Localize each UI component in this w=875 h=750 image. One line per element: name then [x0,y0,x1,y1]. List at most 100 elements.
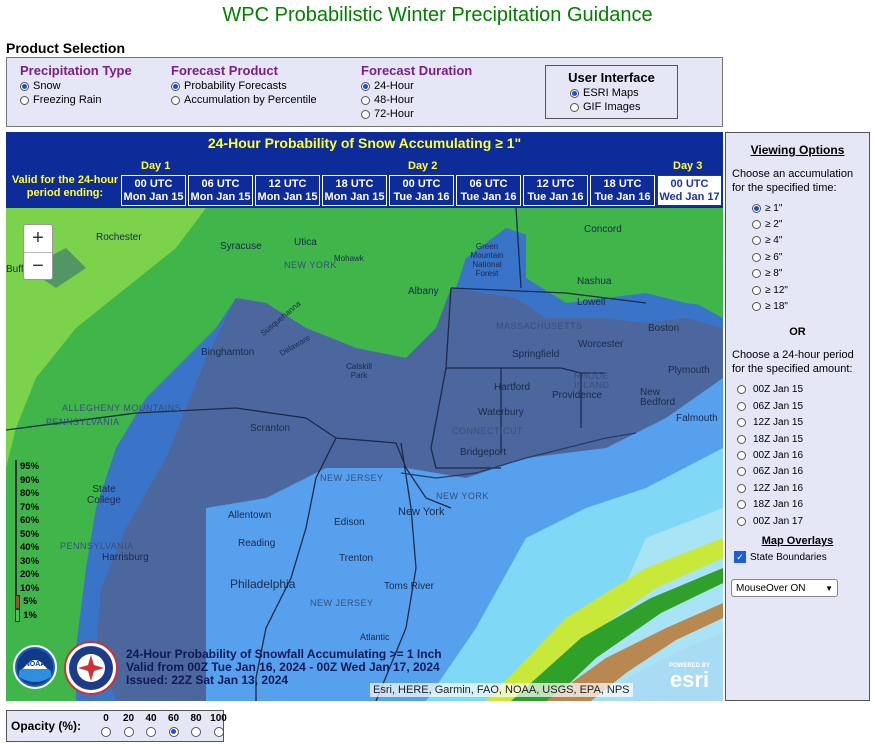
radio-icon[interactable] [752,236,761,246]
radio-selected-icon[interactable] [168,727,179,737]
accum-option[interactable]: ≥ 2" [752,216,869,232]
period-button[interactable]: 06 UTC Tue Jan 16 [456,175,521,206]
zoom-out-button[interactable]: − [32,255,44,277]
radio-icon[interactable] [737,418,746,428]
accum-option[interactable]: ≥ 6" [752,249,869,265]
period-time: 06 UTC [201,178,240,190]
period-option[interactable]: 18Z Jan 15 [737,431,869,447]
period-option[interactable]: 00Z Jan 15 [737,382,869,398]
precip-type-snow[interactable]: Snow [20,78,132,94]
radio-icon[interactable] [737,483,746,493]
radio-icon[interactable] [737,516,746,526]
legend-swatch [15,608,21,622]
ny-ct-ma-border [430,287,501,469]
map-label-new-york-city: New York [398,506,445,518]
forecast-product-percentile[interactable]: Accumulation by Percentile [171,92,317,108]
radio-icon[interactable] [737,434,746,444]
period-option[interactable]: 06Z Jan 16 [737,464,869,480]
radio-icon[interactable] [752,285,761,295]
radio-icon[interactable] [737,500,746,510]
precip-type-freezing-rain[interactable]: Freezing Rain [20,92,132,108]
legend-label: 20% [20,569,40,581]
legend-label: 1% [23,609,37,621]
legend-row: 70% [15,500,39,514]
period-button[interactable]: 18 UTC Tue Jan 16 [590,175,655,206]
radio-selected-icon[interactable] [171,81,180,91]
duration-48-hour[interactable]: 48-Hour [361,92,472,108]
radio-icon[interactable] [171,95,180,105]
map-label-mohawk: Mohawk [334,254,364,263]
info-line-2: Valid from 00Z Tue Jan 16, 2024 - 00Z We… [126,660,440,674]
radio-icon[interactable] [20,95,29,105]
opacity-option[interactable]: 100 [208,713,230,742]
radio-icon[interactable] [737,385,746,395]
radio-icon[interactable] [752,269,761,279]
accum-option[interactable]: ≥ 18" [752,298,869,314]
period-option[interactable]: 18Z Jan 16 [737,496,869,512]
radio-icon[interactable] [752,252,761,262]
accum-option[interactable]: ≥ 8" [752,266,869,282]
period-button[interactable]: 00 UTC Tue Jan 16 [389,175,454,206]
radio-icon[interactable] [361,109,370,119]
ma-nh-border [450,287,647,304]
period-option[interactable]: 12Z Jan 16 [737,480,869,496]
prob-5-band [546,603,723,701]
period-button[interactable]: 06 UTC Mon Jan 15 [188,175,253,206]
opacity-option[interactable]: 40 [140,713,162,742]
precip-type-group: Precipitation Type Snow Freezing Rain [20,63,132,108]
chevron-down-icon: ▼ [825,583,833,593]
radio-selected-icon[interactable] [570,88,579,98]
period-option[interactable]: 12Z Jan 15 [737,415,869,431]
period-button[interactable]: 00 UTC Mon Jan 15 [121,175,186,206]
period-option[interactable]: 00Z Jan 16 [737,447,869,463]
radio-icon[interactable] [123,727,134,737]
accum-option[interactable]: ≥ 1" [752,200,869,216]
period-option[interactable]: 00Z Jan 17 [737,513,869,529]
opacity-option[interactable]: 80 [185,713,207,742]
opacity-option[interactable]: 0 [95,713,117,742]
map-label-new-bedford: New Bedford [640,387,676,408]
radio-selected-icon[interactable] [361,81,370,91]
mouseover-select[interactable]: MouseOver ON ▼ [731,579,838,598]
period-time: 18 UTC [603,178,642,190]
map-label-nashua: Nashua [577,276,612,287]
radio-icon[interactable] [752,220,761,230]
radio-icon[interactable] [737,467,746,477]
duration-24-hour[interactable]: 24-Hour [361,78,472,94]
radio-icon[interactable] [361,95,370,105]
map-view[interactable]: Rochester Buff Syracuse Utica NEW YORK M… [6,208,723,701]
radio-icon[interactable] [213,727,224,737]
opacity-option[interactable]: 20 [118,713,140,742]
period-button[interactable]: 12 UTC Mon Jan 15 [255,175,320,206]
radio-icon[interactable] [570,102,579,112]
radio-icon[interactable] [737,450,746,460]
period-option[interactable]: 06Z Jan 15 [737,398,869,414]
ui-esri-maps[interactable]: ESRI Maps [570,85,677,101]
duration-72-hour[interactable]: 72-Hour [361,106,472,122]
map-label-concord: Concord [584,224,622,235]
zoom-in-button[interactable]: + [24,225,52,253]
legend-swatch [15,487,17,501]
period-date: Mon Jan 15 [324,191,385,203]
radio-icon[interactable] [752,302,761,312]
radio-icon[interactable] [101,727,111,737]
checkbox-checked-icon[interactable]: ✓ [734,551,746,564]
state-boundaries-toggle[interactable]: ✓ State Boundaries [734,551,869,564]
radio-icon[interactable] [191,727,201,737]
accum-option[interactable]: ≥ 12" [752,282,869,298]
radio-icon[interactable] [146,727,156,737]
radio-icon[interactable] [737,401,746,411]
opacity-option[interactable]: 60 [163,713,185,742]
option-label: Probability Forecasts [184,80,287,92]
period-time: 00 UTC [670,178,709,190]
ui-gif-images[interactable]: GIF Images [570,99,677,115]
radio-selected-icon[interactable] [752,203,761,213]
radio-selected-icon[interactable] [20,81,29,91]
period-button[interactable]: 18 UTC Mon Jan 15 [322,175,387,206]
forecast-product-probability[interactable]: Probability Forecasts [171,78,317,94]
option-label: ESRI Maps [583,87,639,99]
period-button[interactable]: 00 UTC Wed Jan 17 [657,175,722,206]
period-button[interactable]: 12 UTC Tue Jan 16 [523,175,588,206]
valid-label-line1: Valid for the 24-hour [11,174,119,186]
accum-option[interactable]: ≥ 4" [752,233,869,249]
